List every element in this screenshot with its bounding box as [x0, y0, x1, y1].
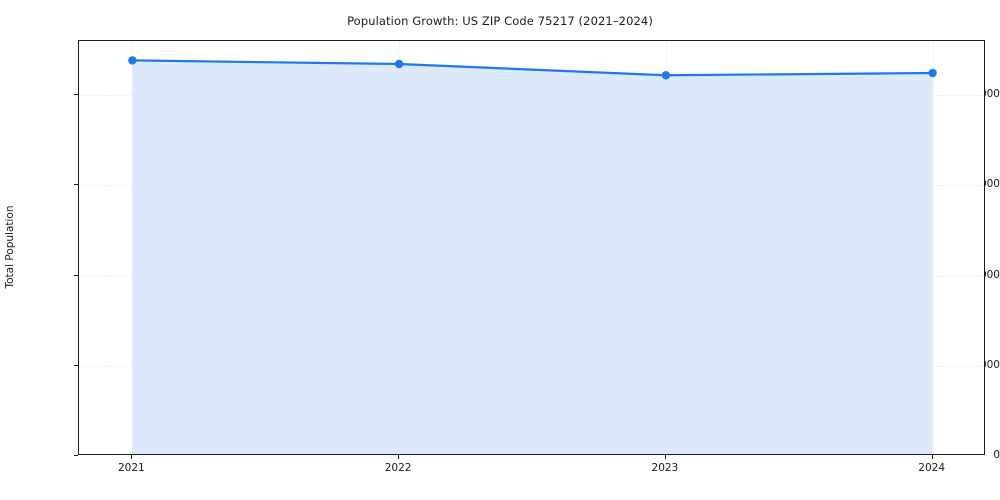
series-line	[131, 59, 934, 77]
data-point	[394, 59, 404, 69]
plot-area	[78, 40, 985, 455]
y-tick-mark	[74, 184, 78, 186]
area-fill	[132, 60, 933, 454]
y-tick-label: 0	[993, 449, 1000, 461]
series-layer	[128, 56, 937, 454]
x-tick-label: 2023	[651, 462, 679, 474]
data-point	[928, 68, 937, 78]
data-point	[661, 71, 671, 80]
x-tick-label: 2021	[117, 462, 145, 474]
series-markers	[128, 56, 937, 80]
x-tick-mark	[931, 455, 933, 459]
data-point	[128, 56, 137, 65]
y-tick-mark	[74, 455, 78, 456]
x-tick-mark	[131, 455, 133, 459]
y-tick-mark	[74, 94, 78, 96]
x-tick-label: 2024	[918, 462, 946, 474]
y-tick-mark	[74, 364, 78, 366]
x-tick-mark	[398, 455, 400, 459]
x-tick-label: 2022	[384, 462, 412, 474]
chart-title: Population Growth: US ZIP Code 75217 (20…	[347, 14, 653, 28]
y-tick-mark	[74, 274, 78, 276]
y-axis-label: Total Population	[4, 205, 16, 289]
x-gridline	[932, 41, 934, 454]
x-tick-mark	[664, 455, 666, 459]
